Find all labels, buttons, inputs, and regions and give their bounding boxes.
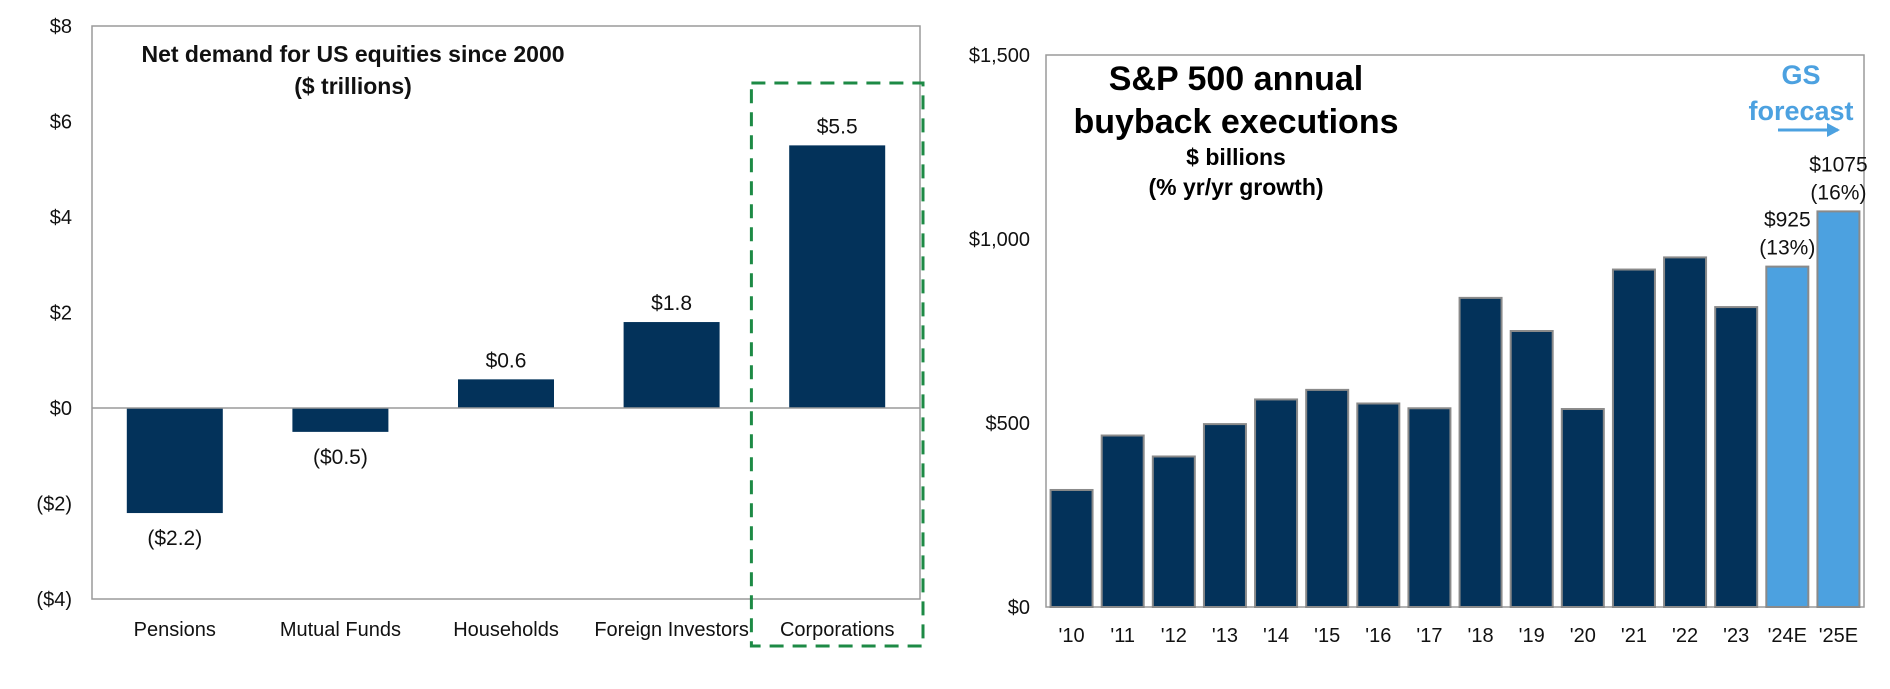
data-label-households: $0.6 [486,349,527,372]
bars [126,145,886,514]
bar-15 [1305,388,1350,608]
net-demand-chart: $8 $6 $4 $2 $0 ($2) ($4) ($2.2) ($0.5) $0.6 $1.8 $… [36,16,925,648]
chart-subtitle: ($ trillions) [294,73,412,99]
bar-corporations [789,145,886,408]
data-label-25e: (16%) [1810,181,1866,204]
y-tick-label: $4 [50,207,72,229]
forecast-annotation-line-1: GS [1781,60,1820,90]
x-tick-label: '15 [1314,625,1340,647]
x-tick-label: '22 [1672,625,1698,647]
bar-25e [1816,210,1861,608]
bar-20 [1560,408,1605,608]
y-tick-label: $0 [50,398,72,420]
data-label-corporations: $5.5 [817,115,858,138]
buyback-chart: $1,500 $1,000 $500 $0 $925 (13%) $1075 (16%) '… [969,45,1868,647]
bar-13 [1202,423,1247,608]
bar-14 [1254,398,1299,608]
plot-area-frame [1045,54,1865,608]
data-label-24e: (13%) [1759,237,1815,260]
bar-16 [1356,402,1401,608]
x-tick-label: '19 [1519,625,1545,647]
y-tick-label: $0 [1008,597,1030,619]
x-tick-label: '16 [1365,625,1391,647]
data-labels: ($2.2) ($0.5) $0.6 $1.8 $5.5 [147,115,857,550]
chart-title-line-2: buyback executions [1073,103,1398,141]
x-tick-label: '20 [1570,625,1596,647]
bar-17 [1407,407,1452,608]
x-axis-categories: Pensions Mutual Funds Households Foreign In… [134,619,895,641]
x-axis-categories: '10 '11 '12 '13 '14 '15 '16 '17 '18 '19 '20 '21 '22 '… [1059,625,1859,647]
x-tick-label: Mutual Funds [280,619,401,641]
y-tick-label: $2 [50,303,72,325]
y-tick-label: $500 [986,413,1031,435]
bar-18 [1458,296,1503,608]
data-label-24e: $925 [1764,209,1811,232]
x-tick-label: '17 [1416,625,1442,647]
data-label-mutual-funds: ($0.5) [313,446,368,469]
bar-19 [1509,330,1554,608]
x-tick-label: '12 [1161,625,1187,647]
plot-area-frame [91,25,921,600]
data-label-25e: $1075 [1809,153,1867,176]
bar-22 [1663,256,1708,608]
y-tick-label: $1,500 [969,45,1030,67]
y-tick-label: ($2) [36,494,72,516]
y-axis-ticks: $1,500 $1,000 $500 $0 [969,45,1030,619]
x-tick-label: Pensions [134,619,216,641]
x-tick-label: Households [453,619,559,641]
x-tick-label: '10 [1059,625,1085,647]
bar-households [458,379,554,408]
data-label-foreign-investors: $1.8 [651,292,692,315]
chart-title-line-1: S&P 500 annual [1109,60,1364,98]
forecast-annotation-line-2: forecast [1748,96,1853,126]
data-labels: $925 (13%) $1075 (16%) [1759,153,1867,259]
x-tick-label: Corporations [780,619,895,641]
x-tick-label: '23 [1723,625,1749,647]
bar-mutual-funds [292,408,389,432]
x-tick-label: Foreign Investors [594,619,749,641]
y-tick-label: $1,000 [969,229,1030,251]
bars [1049,210,1861,609]
y-tick-label: $6 [50,112,72,134]
data-label-pensions: ($2.2) [147,527,202,550]
x-tick-label: '25E [1819,625,1858,647]
bar-11 [1100,434,1145,608]
y-tick-label: $8 [50,16,72,38]
y-tick-label: ($4) [36,589,72,611]
chart-subtitle-line-1: $ billions [1186,144,1286,170]
x-tick-label: '14 [1263,625,1289,647]
bar-pensions [126,408,223,514]
x-tick-label: '11 [1110,625,1135,647]
bar-foreign-investors [623,322,720,408]
forecast-arrow-icon [1778,123,1840,137]
bar-10 [1049,488,1094,609]
x-tick-label: '13 [1212,625,1238,647]
bar-12 [1151,455,1196,608]
chart-subtitle-line-2: (% yr/yr growth) [1148,174,1323,200]
x-tick-label: '24E [1768,625,1807,647]
y-axis-ticks: $8 $6 $4 $2 $0 ($2) ($4) [36,16,72,611]
x-tick-label: '18 [1468,625,1494,647]
bar-24e [1765,265,1810,608]
bar-21 [1611,268,1656,608]
bar-23 [1714,306,1759,608]
x-tick-label: '21 [1621,625,1647,647]
chart-title: Net demand for US equities since 2000 [141,41,564,67]
